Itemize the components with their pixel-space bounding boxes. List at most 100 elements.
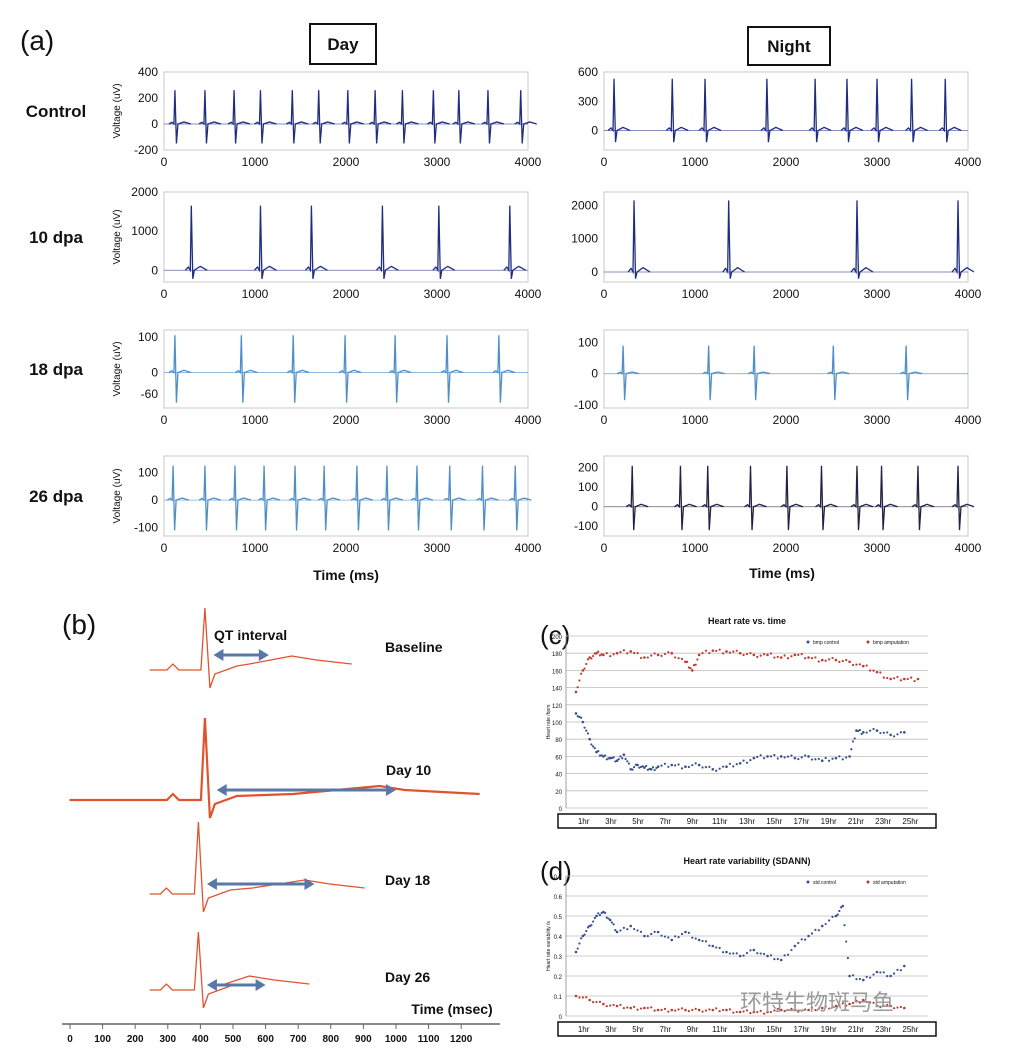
x-tick-label: 1000 <box>242 287 269 301</box>
x-tick-label: 3000 <box>424 287 451 301</box>
qt-arrow-head-right <box>258 649 269 661</box>
data-point <box>725 1008 728 1012</box>
y-tick-label: 200 <box>552 635 563 641</box>
x-tick-label: 1000 <box>242 413 269 427</box>
data-point <box>797 757 800 761</box>
data-point <box>670 1008 674 1012</box>
y-axis-label: Voltage (uV) <box>112 341 123 396</box>
x-tick-label: 2000 <box>773 413 800 427</box>
data-point <box>804 938 807 941</box>
trace-label: Day 26 <box>385 969 430 985</box>
data-point <box>831 915 834 918</box>
x-tick-label: 3000 <box>864 155 891 169</box>
data-point <box>617 758 620 761</box>
ecg-beat <box>396 90 419 144</box>
category-label: 15hr <box>766 817 782 826</box>
ecg-beat <box>184 205 208 279</box>
data-point <box>797 941 800 945</box>
data-point <box>745 1009 749 1012</box>
data-point <box>605 652 608 655</box>
data-point <box>649 768 653 771</box>
qt-arrow-head-left <box>216 784 227 796</box>
data-point <box>610 756 614 760</box>
x-tick-label: 1000 <box>385 1034 408 1045</box>
y-tick-label: 0 <box>559 807 563 813</box>
data-point <box>586 732 590 735</box>
data-point <box>704 766 708 769</box>
data-point <box>845 1004 848 1007</box>
data-point <box>718 648 721 651</box>
data-point <box>680 1007 684 1010</box>
data-point <box>783 756 786 759</box>
row-label: Control <box>26 102 86 121</box>
data-point <box>861 731 865 734</box>
data-point <box>592 920 595 923</box>
data-point <box>827 658 831 661</box>
data-point <box>869 729 872 732</box>
data-point <box>843 924 846 927</box>
data-point <box>656 930 660 934</box>
category-label: 9hr <box>687 817 699 826</box>
data-point <box>769 954 773 957</box>
data-point <box>578 715 581 719</box>
y-tick-label: 0 <box>151 263 158 277</box>
x-tick-label: 1000 <box>242 541 269 555</box>
data-point <box>687 1010 690 1013</box>
y-tick-label: 2000 <box>131 185 158 199</box>
panel-c-heart-rate: Heart rate vs. time 0 20 40 60 80 100 120 140 160… <box>546 616 937 829</box>
data-point <box>697 1008 701 1012</box>
data-point <box>598 654 602 657</box>
data-point <box>851 663 855 667</box>
legend-marker <box>806 880 810 884</box>
ecg-beat <box>432 205 456 279</box>
data-point <box>639 656 643 660</box>
y-tick-label: 2000 <box>571 198 598 212</box>
x-tick-label: 0 <box>161 287 168 301</box>
category-label: 9hr <box>687 1025 699 1034</box>
data-point <box>769 652 773 655</box>
data-point <box>858 977 861 981</box>
category-label: 3hr <box>605 1025 617 1034</box>
ecg-beat <box>440 335 464 403</box>
data-point <box>612 653 615 656</box>
data-point <box>841 904 845 908</box>
ecg-beat <box>760 78 784 143</box>
data-point <box>896 675 899 679</box>
data-point <box>643 934 646 938</box>
data-point <box>704 649 708 652</box>
data-point <box>820 1006 824 1010</box>
x-tick-label: 2000 <box>773 541 800 555</box>
data-point <box>824 922 827 926</box>
data-point <box>889 974 892 978</box>
data-point <box>580 716 583 719</box>
category-axis-box <box>557 813 937 829</box>
x-tick-label: 0 <box>601 413 608 427</box>
data-point <box>650 932 653 936</box>
x-tick-label: 700 <box>290 1034 307 1045</box>
data-point <box>786 657 790 660</box>
legend-label: std amputation <box>873 880 906 886</box>
y-tick-label: 200 <box>138 91 158 105</box>
ecg-plot-frame <box>603 455 969 537</box>
data-point <box>882 731 885 734</box>
data-point <box>715 769 718 772</box>
category-label: 15hr <box>766 1025 782 1034</box>
data-point <box>610 921 614 924</box>
data-point <box>651 766 655 769</box>
data-point <box>574 950 578 954</box>
data-point <box>581 934 585 938</box>
data-point <box>574 994 578 998</box>
data-point <box>629 650 633 653</box>
x-tick-label: 1000 <box>682 155 709 169</box>
data-point <box>684 660 687 664</box>
data-point <box>619 1003 622 1006</box>
ecg-beat <box>227 90 251 144</box>
data-point <box>899 679 903 682</box>
data-point <box>857 729 860 733</box>
x-tick-label: 200 <box>127 1034 144 1045</box>
data-point <box>763 653 766 656</box>
data-point <box>633 766 636 769</box>
data-point <box>592 745 595 748</box>
data-point <box>735 1010 738 1014</box>
data-point <box>872 727 875 731</box>
